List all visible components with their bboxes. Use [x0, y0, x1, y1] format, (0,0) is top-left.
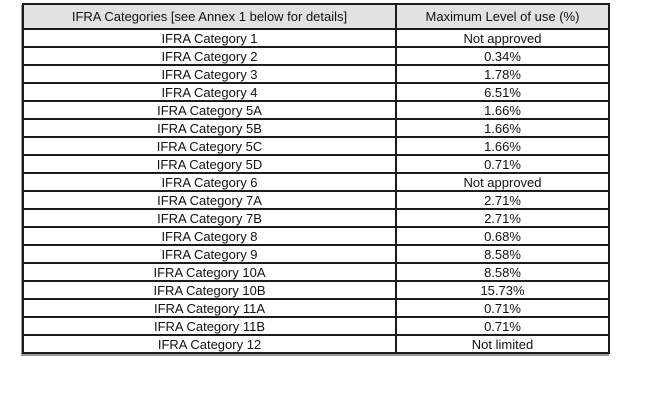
category-cell: IFRA Category 6 [22, 172, 397, 192]
max-level-cell: 6.51% [395, 82, 610, 102]
max-level-cell: 2.71% [395, 190, 610, 210]
table-row: IFRA Category 10B 15.73% [22, 280, 610, 300]
table-row: IFRA Category 12 Not limited [22, 334, 610, 354]
max-level-cell: 1.78% [395, 64, 610, 84]
max-level-cell: 1.66% [395, 136, 610, 156]
category-cell: IFRA Category 10A [22, 262, 397, 282]
table-header-row: IFRA Categories [see Annex 1 below for d… [22, 3, 610, 30]
max-level-cell: 0.34% [395, 46, 610, 66]
category-cell: IFRA Category 2 [22, 46, 397, 66]
max-level-cell: 1.66% [395, 118, 610, 138]
table-row: IFRA Category 8 0.68% [22, 226, 610, 246]
max-level-cell: 2.71% [395, 208, 610, 228]
table-row: IFRA Category 7B 2.71% [22, 208, 610, 228]
category-cell: IFRA Category 3 [22, 64, 397, 84]
table-row: IFRA Category 5A 1.66% [22, 100, 610, 120]
max-level-cell: Not approved [395, 172, 610, 192]
column-header-categories: IFRA Categories [see Annex 1 below for d… [22, 3, 397, 30]
ifra-categories-table: IFRA Categories [see Annex 1 below for d… [22, 3, 610, 354]
max-level-cell: 0.71% [395, 154, 610, 174]
table-body: IFRA Category 1 Not approved IFRA Catego… [22, 28, 610, 354]
max-level-cell: 8.58% [395, 244, 610, 264]
category-cell: IFRA Category 7A [22, 190, 397, 210]
table-row: IFRA Category 11B 0.71% [22, 316, 610, 336]
category-cell: IFRA Category 11A [22, 298, 397, 318]
category-cell: IFRA Category 7B [22, 208, 397, 228]
max-level-cell: 0.68% [395, 226, 610, 246]
table-row: IFRA Category 4 6.51% [22, 82, 610, 102]
category-cell: IFRA Category 5D [22, 154, 397, 174]
table-row: IFRA Category 7A 2.71% [22, 190, 610, 210]
category-cell: IFRA Category 10B [22, 280, 397, 300]
category-cell: IFRA Category 5B [22, 118, 397, 138]
max-level-cell: 15.73% [395, 280, 610, 300]
category-cell: IFRA Category 1 [22, 28, 397, 48]
max-level-cell: 1.66% [395, 100, 610, 120]
category-cell: IFRA Category 5C [22, 136, 397, 156]
table-row: IFRA Category 3 1.78% [22, 64, 610, 84]
category-cell: IFRA Category 9 [22, 244, 397, 264]
table-row: IFRA Category 5B 1.66% [22, 118, 610, 138]
table-row: IFRA Category 9 8.58% [22, 244, 610, 264]
table-row: IFRA Category 5C 1.66% [22, 136, 610, 156]
max-level-cell: Not approved [395, 28, 610, 48]
column-header-max-level: Maximum Level of use (%) [395, 3, 610, 30]
table-row: IFRA Category 5D 0.71% [22, 154, 610, 174]
category-cell: IFRA Category 11B [22, 316, 397, 336]
max-level-cell: 8.58% [395, 262, 610, 282]
table-row: IFRA Category 6 Not approved [22, 172, 610, 192]
category-cell: IFRA Category 12 [22, 334, 397, 354]
table-row: IFRA Category 2 0.34% [22, 46, 610, 66]
category-cell: IFRA Category 4 [22, 82, 397, 102]
table-row: IFRA Category 10A 8.58% [22, 262, 610, 282]
category-cell: IFRA Category 5A [22, 100, 397, 120]
table-row: IFRA Category 11A 0.71% [22, 298, 610, 318]
category-cell: IFRA Category 8 [22, 226, 397, 246]
max-level-cell: 0.71% [395, 316, 610, 336]
max-level-cell: Not limited [395, 334, 610, 354]
max-level-cell: 0.71% [395, 298, 610, 318]
table-row: IFRA Category 1 Not approved [22, 28, 610, 48]
